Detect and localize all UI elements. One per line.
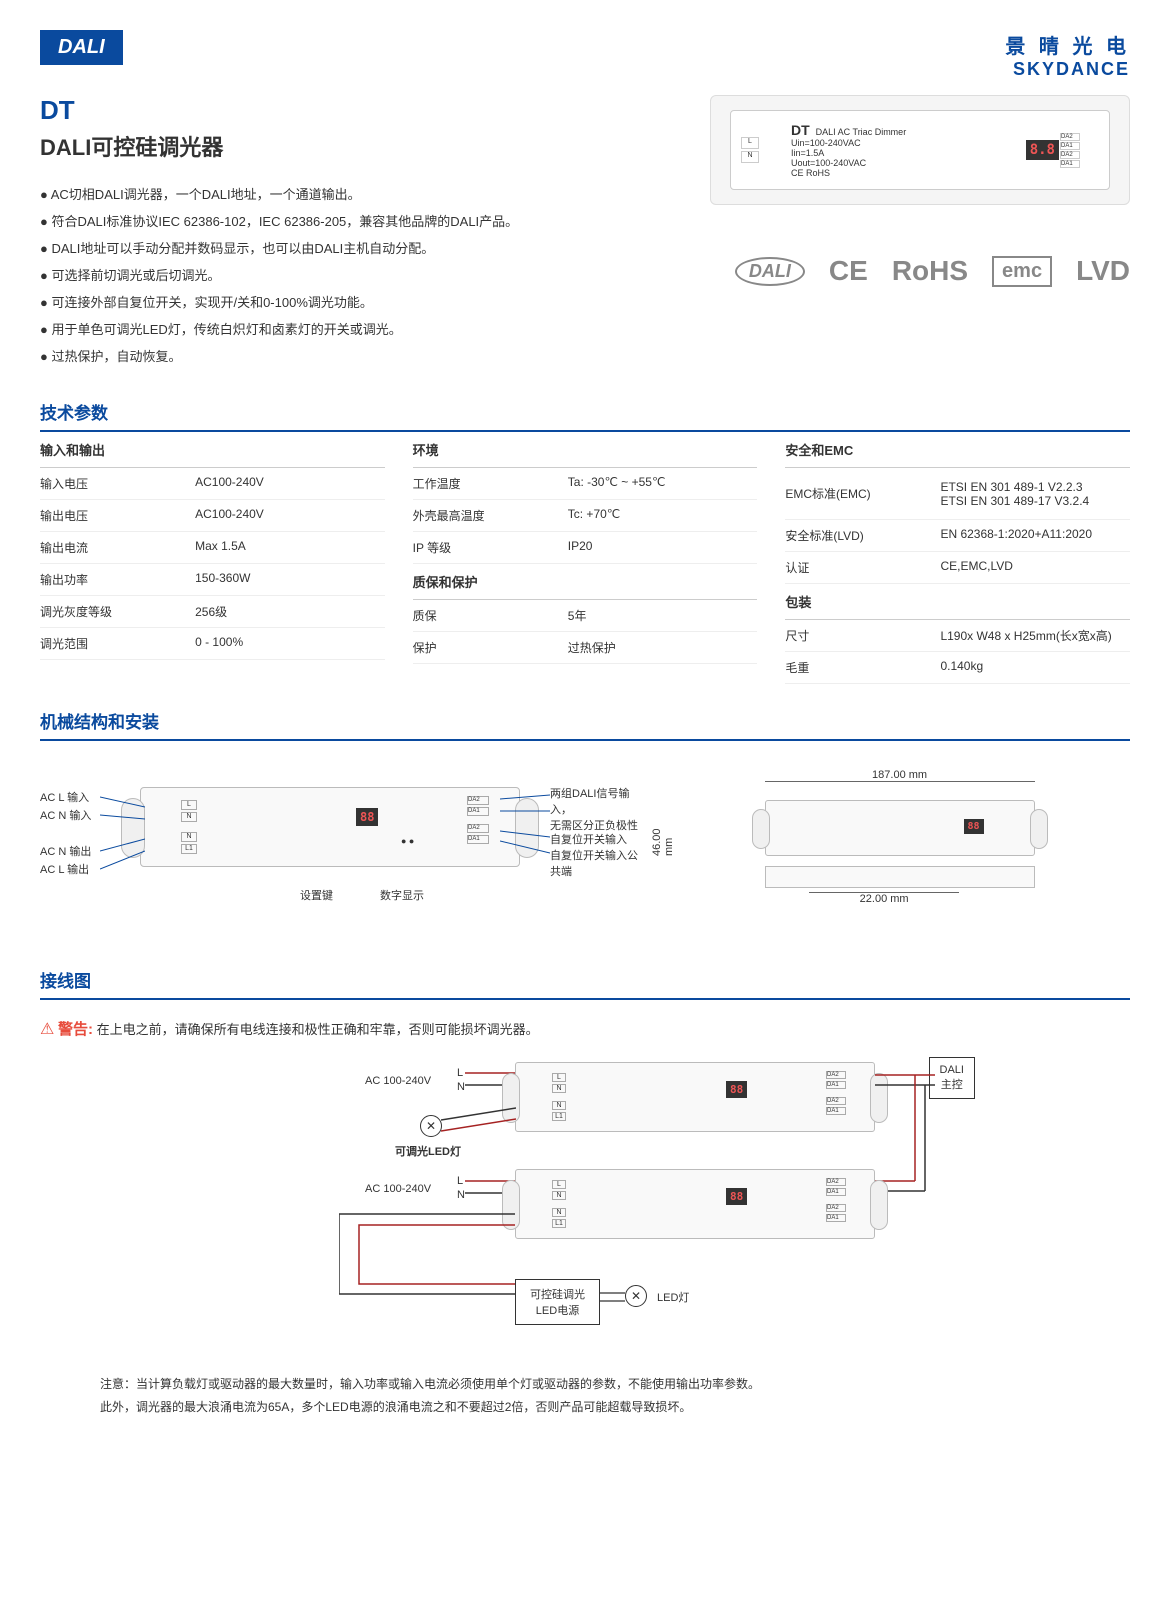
rohs-cert-icon: RoHS bbox=[892, 255, 968, 287]
label-reset-common: 自复位开关输入公共端 bbox=[550, 847, 639, 879]
spec-warranty-header: 质保和保护 bbox=[413, 564, 758, 600]
warning-text: 在上电之前，请确保所有电线连接和极性正确和牢靠，否则可能损坏调光器。 bbox=[97, 1022, 539, 1037]
label-acn-out: AC N 输出 bbox=[40, 843, 91, 859]
led-lamp-icon bbox=[420, 1115, 442, 1137]
model-code: DT bbox=[40, 95, 710, 126]
led-lamp-label: LED灯 bbox=[657, 1289, 689, 1305]
spec-env-header: 环境 bbox=[413, 432, 758, 468]
title-row: DT DALI可控硅调光器 AC切相DALI调光器，一个DALI地址，一个通道输… bbox=[40, 95, 1130, 389]
ce-cert-icon: CE bbox=[829, 255, 868, 287]
feature-item: 可连接外部自复位开关，实现开/关和0-100%调光功能。 bbox=[40, 288, 710, 315]
seven-segment-display: 8.8 bbox=[1026, 140, 1059, 160]
connector-lines-right bbox=[500, 789, 550, 869]
wire-device-2: L N N L1 88 DA2 DA1 DA2 DA1 bbox=[515, 1169, 875, 1239]
label-acn-in: AC N 输入 bbox=[40, 807, 91, 823]
dim-device-side bbox=[765, 866, 1035, 888]
feature-item: 用于单色可调光LED灯，传统白炽灯和卤素灯的开关或调光。 bbox=[40, 315, 710, 342]
dali-cert-icon: DALI bbox=[735, 257, 805, 286]
label-reset-in: 自复位开关输入 bbox=[550, 831, 627, 847]
header: DALI 景 晴 光 电 SKYDANCE bbox=[40, 30, 1130, 80]
feature-item: 可选择前切调光或后切调光。 bbox=[40, 261, 710, 288]
seven-segment-icon: 88 bbox=[356, 808, 378, 826]
brand-block: 景 晴 光 电 SKYDANCE bbox=[1005, 30, 1130, 80]
dim-depth: 22.00 mm bbox=[809, 892, 959, 905]
section-mech: 机械结构和安装 bbox=[40, 708, 1130, 741]
brand-cn: 景 晴 光 电 bbox=[1005, 30, 1130, 59]
warning-label: 警告: bbox=[58, 1021, 93, 1038]
section-wiring: 接线图 bbox=[40, 967, 1130, 1000]
wiring-diagram: AC 100-240V L N L N N L1 88 DA2 DA1 DA2 … bbox=[205, 1057, 965, 1357]
led-label: 可调光LED灯 bbox=[395, 1143, 461, 1159]
dim-device-top: 88 bbox=[765, 800, 1035, 856]
mech-section: AC L 输入 AC N 输入 AC N 输出 AC L 输出 L N N L1… bbox=[40, 769, 1130, 939]
label-set-btn: 设置键 bbox=[300, 887, 333, 903]
feature-item: 符合DALI标准协议IEC 62386-102，IEC 62386-205，兼容… bbox=[40, 207, 710, 234]
feature-item: AC切相DALI调光器，一个DALI地址，一个通道输出。 bbox=[40, 180, 710, 207]
wire-device-1: L N N L1 88 DA2 DA1 DA2 DA1 bbox=[515, 1062, 875, 1132]
cert-row: DALI CE RoHS emc LVD bbox=[710, 255, 1130, 287]
product-name: DALI可控硅调光器 bbox=[40, 130, 710, 162]
spec-pkg-header: 包装 bbox=[785, 584, 1130, 620]
warning-icon: ⚠ bbox=[40, 1021, 54, 1038]
label-acl-in: AC L 输入 bbox=[40, 789, 89, 805]
label-dali-signal: 两组DALI信号输入， 无需区分正负极性 bbox=[550, 785, 639, 833]
features-list: AC切相DALI调光器，一个DALI地址，一个通道输出。 符合DALI标准协议I… bbox=[40, 180, 710, 369]
connector-lines-left bbox=[100, 789, 145, 879]
dim-width: 187.00 mm bbox=[765, 769, 1035, 782]
note-2: 此外，调光器的最大浪涌电流为65A，多个LED电源的浪涌电流之和不要超过2倍，否… bbox=[100, 1398, 1130, 1415]
dim-height: 46.00 mm bbox=[651, 824, 675, 856]
section-tech-spec: 技术参数 bbox=[40, 399, 1130, 432]
feature-item: DALI地址可以手动分配并数码显示，也可以由DALI主机自动分配。 bbox=[40, 234, 710, 261]
spec-io-header: 输入和输出 bbox=[40, 432, 385, 468]
dali-badge: DALI bbox=[40, 30, 123, 65]
triac-psu-box: 可控硅调光 LED电源 bbox=[515, 1279, 600, 1325]
brand-en: SKYDANCE bbox=[1005, 59, 1130, 80]
label-acl-out: AC L 输出 bbox=[40, 861, 89, 877]
lvd-cert-icon: LVD bbox=[1076, 255, 1130, 287]
note-1: 注意：当计算负载灯或驱动器的最大数量时，输入功率或输入电流必须使用单个灯或驱动器… bbox=[100, 1375, 1130, 1392]
product-image: L N DTDALI AC Triac Dimmer Uin=100-240VA… bbox=[710, 95, 1130, 205]
label-digit-disp: 数字显示 bbox=[380, 887, 424, 903]
spec-grid: 输入和输出 输入电压AC100-240V 输出电压AC100-240V 输出电流… bbox=[40, 432, 1130, 684]
ac-label-2: AC 100-240V bbox=[365, 1183, 431, 1195]
warning-block: ⚠ 警告: 在上电之前，请确保所有电线连接和极性正确和牢靠，否则可能损坏调光器。 bbox=[40, 1018, 1130, 1039]
feature-item: 过热保护，自动恢复。 bbox=[40, 342, 710, 369]
spec-emc-header: 安全和EMC bbox=[785, 432, 1130, 468]
emc-cert-icon: emc bbox=[992, 256, 1052, 287]
ac-label-1: AC 100-240V bbox=[365, 1075, 431, 1087]
